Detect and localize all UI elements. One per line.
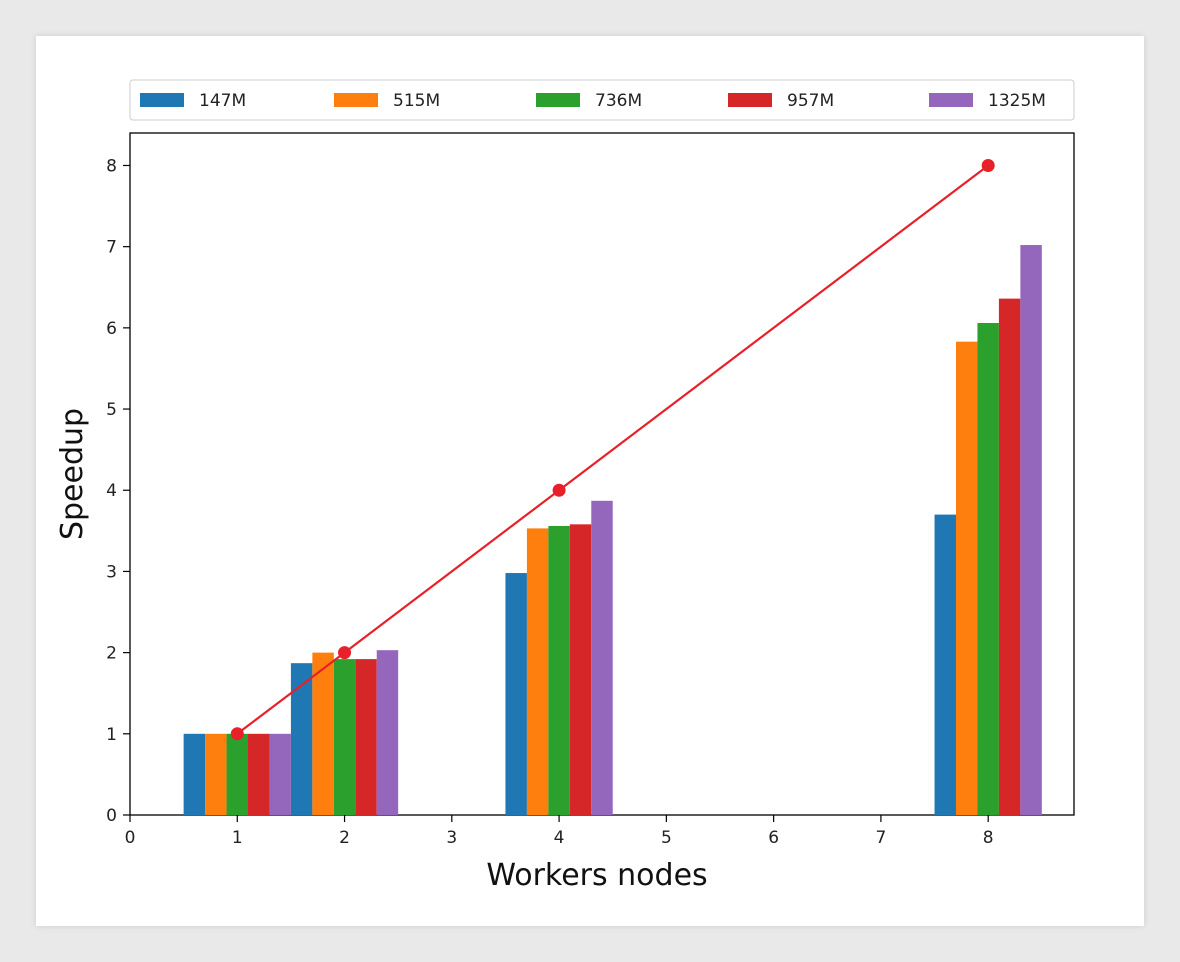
bar-736M-8 (977, 322, 999, 815)
legend-label-515M: 515M (393, 91, 440, 111)
legend-swatch-147M (140, 93, 184, 107)
x-tick-label: 4 (554, 828, 565, 848)
y-tick-label: 5 (106, 400, 117, 420)
y-tick-label: 6 (106, 319, 117, 339)
y-tick-label: 0 (106, 806, 117, 826)
x-tick-label: 7 (875, 828, 886, 848)
ideal-speedup-point (552, 483, 566, 497)
bar-147M-1 (183, 733, 206, 815)
ideal-speedup-point (230, 727, 244, 741)
bar-147M-4 (505, 573, 527, 815)
x-tick-label: 5 (661, 828, 672, 848)
bars-group (183, 245, 1042, 816)
legend-swatch-515M (334, 93, 378, 107)
bar-957M-4 (569, 524, 592, 815)
y-tick-label: 8 (106, 156, 117, 176)
bar-1325M-2 (376, 650, 399, 815)
y-tick-label: 2 (106, 644, 117, 664)
y-tick-label: 1 (106, 725, 117, 745)
chart-frame: 0 1 2 3 4 5 6 7 8 0 1 2 3 4 5 6 7 8 Workers nodes Speedup 14… (36, 36, 1144, 926)
legend-label-1325M: 1325M (988, 91, 1046, 111)
x-axis-label: Workers nodes (486, 858, 707, 893)
x-tick-label: 1 (232, 828, 243, 848)
bar-515M-2 (312, 652, 334, 815)
x-tick-label: 3 (446, 828, 457, 848)
bar-736M-4 (548, 525, 570, 815)
legend-label-147M: 147M (199, 91, 246, 111)
x-tick-label: 0 (125, 828, 136, 848)
legend-swatch-736M (536, 93, 580, 107)
bar-957M-8 (998, 298, 1021, 816)
speedup-bar-chart: 0 1 2 3 4 5 6 7 8 0 1 2 3 4 5 6 7 8 Workers nodes Speedup 14… (55, 79, 1075, 893)
bar-1325M-1 (269, 733, 291, 815)
bar-736M-1 (226, 733, 248, 815)
legend: 147M 515M 736M 957M 1325M (129, 79, 1075, 121)
legend-box (129, 79, 1075, 121)
y-tick-label: 7 (106, 238, 117, 258)
ideal-speedup-point (338, 646, 352, 660)
x-tick-label: 6 (768, 828, 779, 848)
ideal-speedup-point (981, 158, 995, 172)
legend-label-736M: 736M (595, 91, 642, 111)
bar-957M-1 (248, 733, 270, 815)
legend-swatch-957M (728, 93, 772, 107)
legend-swatch-1325M (929, 93, 973, 107)
ideal-speedup-line (236, 164, 989, 735)
x-tick-label: 2 (339, 828, 350, 848)
bar-515M-4 (526, 528, 549, 815)
y-tick-label: 3 (106, 562, 117, 582)
y-tick-label: 4 (106, 481, 117, 501)
bar-147M-8 (934, 514, 956, 815)
bar-736M-2 (333, 659, 356, 815)
legend-label-957M: 957M (787, 91, 834, 111)
x-tick-label: 8 (983, 828, 994, 848)
bar-1325M-8 (1020, 245, 1042, 816)
bar-515M-1 (205, 733, 227, 815)
bar-1325M-4 (591, 500, 613, 815)
y-axis-label: Speedup (55, 408, 90, 540)
bar-957M-2 (355, 659, 377, 815)
bar-515M-8 (956, 341, 978, 815)
bar-147M-2 (290, 663, 313, 815)
